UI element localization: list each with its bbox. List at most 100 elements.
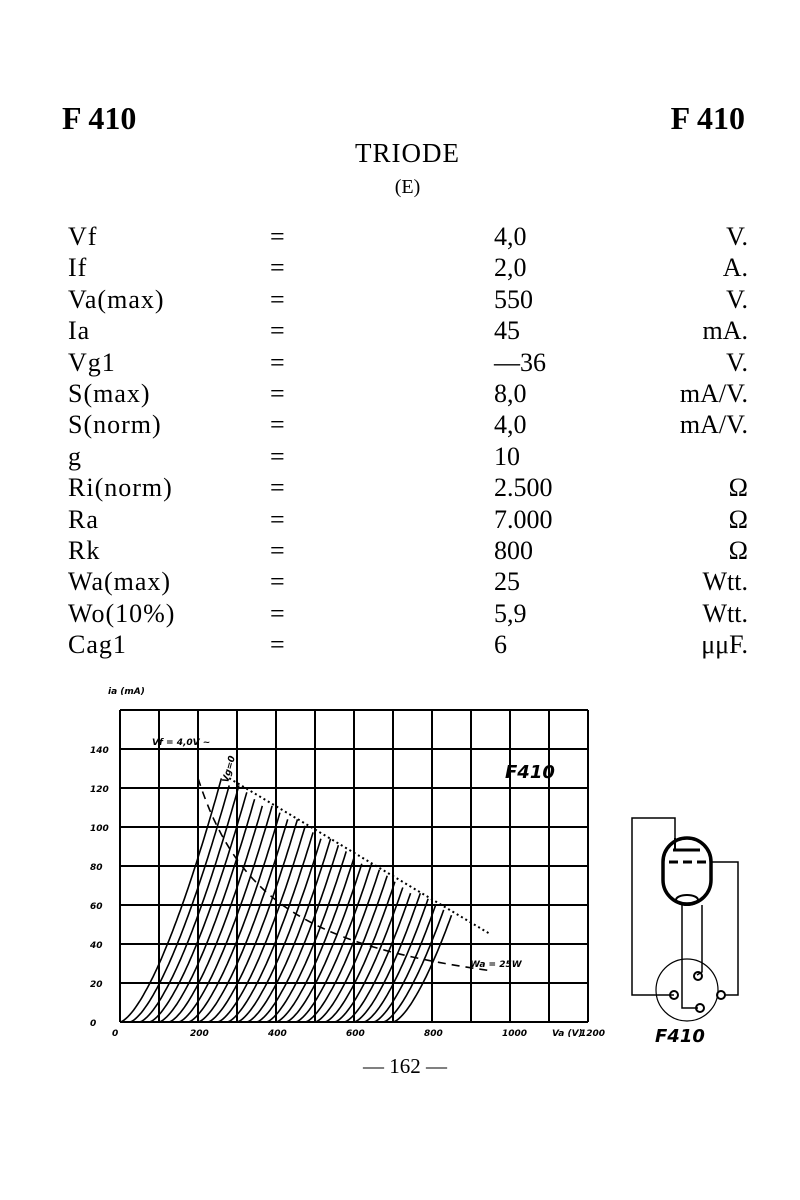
spec-param: Va(max)	[68, 284, 165, 314]
spec-eq: =	[270, 316, 285, 346]
spec-row: Ri(norm) = 2.500 Ω	[0, 473, 800, 504]
spec-eq: =	[270, 473, 285, 503]
characteristic-curve	[334, 887, 404, 1023]
y-tick-label: 100	[90, 824, 109, 834]
y-tick-label: 20	[90, 980, 103, 990]
spec-param: Ra	[68, 504, 99, 534]
characteristic-curve	[344, 892, 412, 1023]
y-tick-label: 60	[90, 902, 103, 912]
spec-param: Cag1	[68, 630, 127, 660]
anode-characteristics-figure: ia (mA) Va (V) Vf = 4,0V ~ Vg=0 Wa = 25W…	[89, 687, 605, 1039]
spec-eq: =	[270, 598, 285, 628]
spec-value: 45	[494, 316, 520, 346]
spec-value: 4,0	[494, 222, 527, 251]
spec-eq: =	[270, 284, 285, 314]
spec-row: Vf = 4,0 V.	[0, 222, 800, 253]
spec-value: 2,0	[494, 253, 527, 283]
spec-eq: =	[270, 630, 285, 660]
spec-param: Ia	[68, 316, 91, 346]
chart-curves	[119, 777, 492, 1023]
characteristic-curve	[178, 805, 273, 1023]
spec-value: 2.500	[494, 473, 553, 503]
characteristic-curve	[119, 778, 223, 1023]
x-tick-label: 1200	[580, 1029, 605, 1039]
spec-param: Wo(10%)	[68, 598, 176, 628]
spec-param: g	[68, 441, 82, 471]
characteristic-curve	[188, 812, 281, 1023]
spec-row: Cag1 = 6 μμF.	[0, 630, 800, 661]
vg-annotation: Vg=0	[221, 755, 238, 784]
characteristic-curve	[363, 898, 429, 1023]
wa-annotation: Wa = 25W	[470, 960, 523, 970]
x-tick-label: 400	[267, 1029, 287, 1039]
spec-row: Va(max) = 550 V.	[0, 285, 800, 316]
spec-value: 8,0	[494, 379, 527, 408]
x-axis-label: Va (V)	[552, 1029, 583, 1039]
spec-param: Wa(max)	[68, 567, 172, 597]
spec-param: S(norm)	[68, 410, 162, 440]
x-tick-label: 600	[346, 1029, 365, 1039]
y-tick-label: 120	[90, 785, 109, 795]
y-tick-label: 0	[90, 1019, 96, 1029]
characteristic-curve	[149, 792, 248, 1023]
characteristic-curve	[266, 851, 347, 1023]
characteristic-curve	[275, 857, 355, 1023]
diagram-label: F410	[655, 1026, 705, 1047]
spec-row: S(norm) = 4,0 mA/V.	[0, 410, 800, 441]
spec-eq: =	[270, 504, 285, 534]
spec-param: Rk	[68, 536, 101, 565]
characteristic-curve	[197, 819, 289, 1023]
spec-row: Ia = 45 mA.	[0, 316, 800, 347]
spec-value: 25	[494, 567, 520, 597]
spec-param: If	[68, 253, 88, 283]
spec-unit: A.	[722, 253, 748, 283]
y-tick-label: 140	[90, 746, 109, 756]
characteristic-curve	[227, 832, 314, 1023]
spec-eq: =	[270, 253, 285, 283]
tube-code-right: F 410	[670, 100, 745, 136]
spec-unit: V.	[726, 222, 748, 251]
spec-param: Vf	[68, 222, 98, 251]
characteristic-curve	[383, 909, 445, 1023]
spec-row: Rk = 800 Ω	[0, 536, 800, 567]
spec-row: If = 2,0 A.	[0, 253, 800, 284]
characteristic-curve	[373, 904, 437, 1023]
spec-param: S(max)	[68, 379, 151, 408]
characteristic-curve	[295, 863, 373, 1023]
chart-grid	[119, 709, 589, 1023]
spec-value: —36	[494, 347, 546, 377]
wa-25w-hyperbola	[197, 777, 491, 972]
characteristic-curve	[353, 892, 422, 1023]
characteristic-curve	[217, 825, 307, 1023]
spec-value: 550	[494, 284, 533, 314]
spec-value: 4,0	[494, 410, 527, 440]
x-tick-label: 800	[424, 1029, 443, 1039]
spec-value: 10	[494, 441, 520, 471]
spec-unit: Ω	[728, 473, 748, 503]
spec-value: 800	[494, 536, 533, 565]
spec-eq: =	[270, 441, 285, 471]
spec-unit: μμF.	[701, 630, 748, 660]
characteristic-curve	[236, 838, 322, 1023]
spec-eq: =	[270, 379, 285, 408]
spec-unit: mA.	[702, 316, 749, 346]
page-subtitle: (E)	[394, 176, 421, 198]
spec-eq: =	[270, 222, 285, 251]
spec-eq: =	[270, 536, 285, 565]
spec-param: Vg1	[68, 347, 116, 377]
characteristic-curve	[139, 785, 240, 1023]
spec-value: 7.000	[494, 504, 553, 534]
spec-unit: Ω	[728, 504, 748, 534]
characteristic-curve	[158, 798, 256, 1023]
characteristic-curve	[285, 863, 363, 1023]
spec-row: Vg1 = —36 V.	[0, 348, 800, 379]
y-axis-label: ia (mA)	[108, 687, 145, 697]
spec-row: g = 10	[0, 442, 800, 473]
spec-row: Wa(max) = 25 Wtt.	[0, 567, 800, 598]
spec-eq: =	[270, 567, 285, 597]
x-tick-label: 1000	[502, 1029, 527, 1039]
y-tick-label: 80	[90, 863, 103, 873]
spec-unit: Wtt.	[702, 598, 749, 628]
characteristic-curve	[256, 844, 340, 1023]
spec-eq: =	[270, 410, 285, 440]
